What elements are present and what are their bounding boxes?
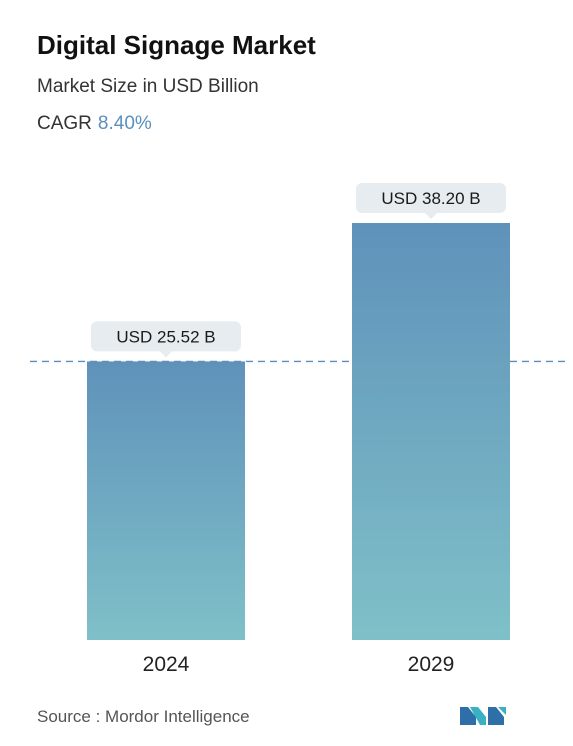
cagr-label: CAGR bbox=[37, 113, 92, 134]
source-text: Source : Mordor Intelligence bbox=[37, 707, 250, 726]
data-label-pointer-2024 bbox=[160, 351, 172, 358]
bar-2024 bbox=[87, 361, 245, 640]
data-label-2029: USD 38.20 B bbox=[381, 189, 480, 208]
data-label-pointer-2029 bbox=[425, 213, 437, 219]
x-tick-label-2024: 2024 bbox=[143, 653, 190, 676]
data-label-box-2024 bbox=[91, 321, 241, 352]
cagr-value: 8.40% bbox=[97, 113, 152, 134]
bar-2029 bbox=[352, 223, 510, 640]
chart-subtitle: Market Size in USD Billion bbox=[37, 76, 259, 97]
mordor-logo-icon bbox=[460, 707, 506, 725]
chart-title: Digital Signage Market bbox=[37, 30, 316, 60]
x-tick-label-2029: 2029 bbox=[408, 653, 455, 676]
cagr-text: CAGR 8.40% bbox=[37, 113, 152, 135]
data-label-box-2029 bbox=[356, 183, 506, 213]
data-label-2024: USD 25.52 B bbox=[116, 327, 215, 346]
